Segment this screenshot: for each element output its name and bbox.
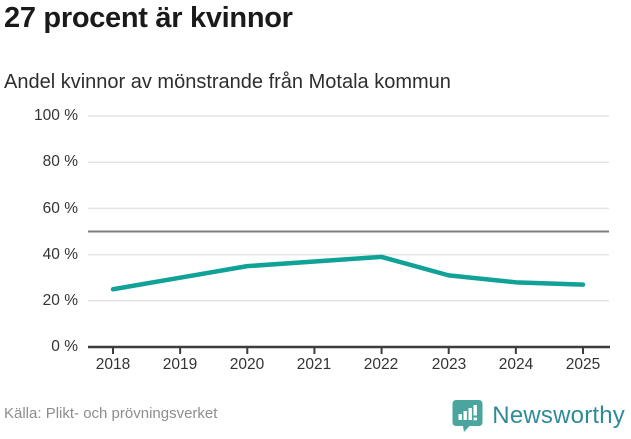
exclamation-stem: [473, 405, 478, 416]
y-axis-label: 60 %: [42, 200, 78, 217]
bar-large: [468, 408, 473, 420]
x-axis-label: 2018: [95, 356, 131, 373]
newsworthy-logo[interactable]: Newsworthy: [452, 399, 625, 433]
page-title: 27 procent är kvinnor: [4, 2, 293, 34]
x-axis-label: 2023: [431, 356, 467, 373]
data-line-andel-kvinnor: [110, 254, 586, 292]
source-attribution: Källa: Plikt- och prövningsverket: [4, 405, 218, 422]
x-axis-label: 2021: [296, 356, 332, 373]
x-axis-label: 2019: [162, 356, 198, 373]
x-axis-label: 2025: [565, 356, 601, 373]
bar-medium: [463, 411, 468, 420]
chart-subtitle: Andel kvinnor av mönstrande från Motala …: [4, 71, 451, 93]
bar-small: [458, 414, 463, 420]
y-axis-label: 0 %: [51, 338, 78, 355]
x-axis-label: 2024: [498, 356, 534, 373]
y-axis-label: 80 %: [42, 153, 78, 170]
x-axis-label: 2020: [229, 356, 265, 373]
newsworthy-speech-bubble-bar-chart-icon: [452, 400, 483, 432]
y-axis-label: 100 %: [34, 107, 78, 124]
y-axis-label: 40 %: [42, 246, 78, 263]
y-axis-label: 20 %: [42, 292, 78, 309]
x-axis-label: 2022: [363, 356, 399, 373]
exclamation-dot: [473, 417, 478, 421]
brand-name: Newsworthy: [492, 402, 625, 429]
